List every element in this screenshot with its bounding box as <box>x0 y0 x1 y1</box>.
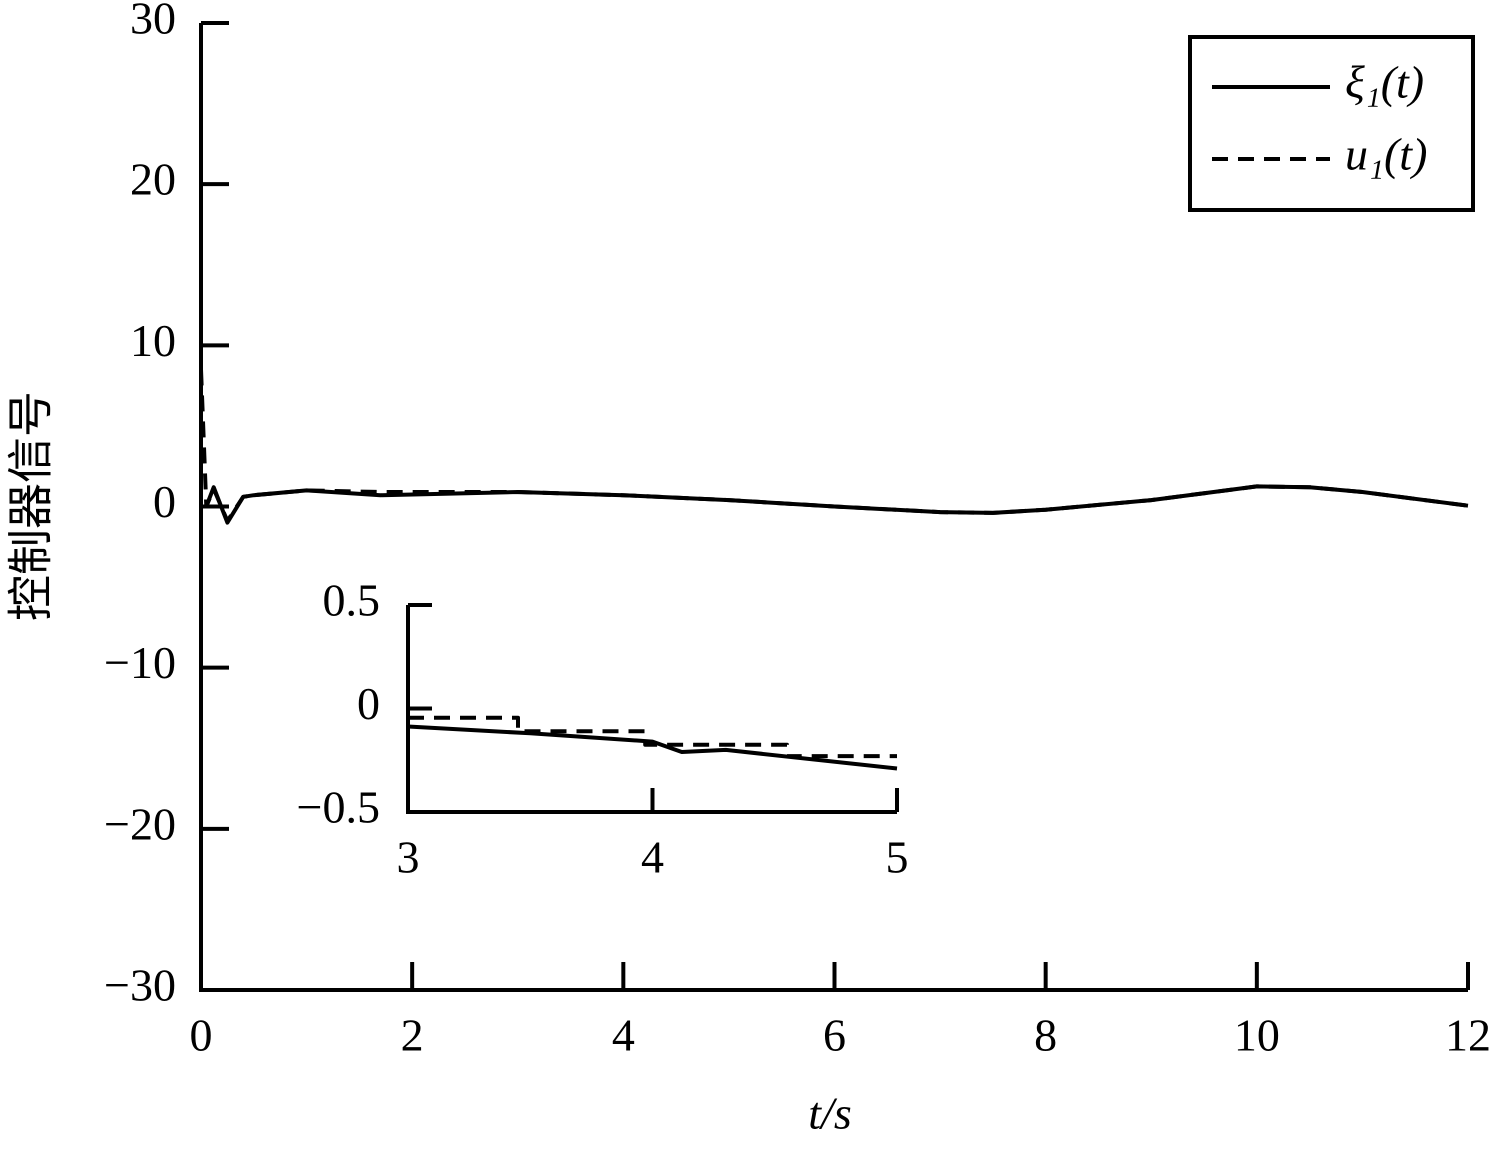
y-tick-label: −30 <box>104 960 176 1011</box>
x-tick-label: 3 <box>397 832 420 883</box>
y-tick-label: −10 <box>104 637 176 688</box>
y-tick-label: −0.5 <box>297 782 380 833</box>
y-axis-label: 控制器信号 <box>6 391 57 621</box>
series-line <box>408 715 897 759</box>
y-tick-label: 10 <box>130 315 176 366</box>
legend-label: u₁(t) <box>1345 129 1427 180</box>
axis-line <box>406 605 897 814</box>
y-tick-label: −20 <box>104 798 176 849</box>
y-tick-label: 0.5 <box>323 575 381 626</box>
x-axis-label: t/s <box>808 1088 851 1139</box>
x-tick-label: 4 <box>641 832 664 883</box>
y-tick-label: 0 <box>153 476 176 527</box>
series-line <box>407 724 898 771</box>
x-tick-label: 5 <box>886 832 909 883</box>
y-tick-label: 20 <box>130 154 176 205</box>
legend-label: ξ₁(t) <box>1345 57 1424 108</box>
x-tick-label: 12 <box>1445 1010 1491 1061</box>
x-tick-label: 8 <box>1034 1010 1057 1061</box>
x-tick-label: 2 <box>401 1010 424 1061</box>
y-tick-label: 0 <box>357 678 380 729</box>
series-line <box>199 369 1469 523</box>
legend-box <box>1188 35 1475 212</box>
x-tick-label: 0 <box>190 1010 213 1061</box>
x-tick-label: 6 <box>823 1010 846 1061</box>
x-tick-label: 4 <box>612 1010 635 1061</box>
x-tick-label: 10 <box>1234 1010 1280 1061</box>
y-tick-label: 30 <box>130 0 176 44</box>
